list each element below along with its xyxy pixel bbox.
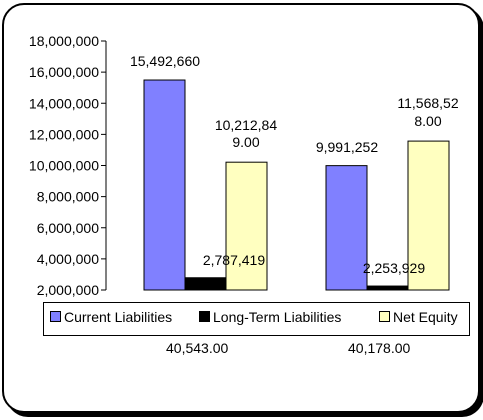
y-tick-label: 18,000,000 <box>29 33 99 49</box>
bar <box>184 277 227 291</box>
legend-swatch-net-equity <box>379 311 390 322</box>
bar <box>325 165 368 291</box>
bar <box>225 161 268 291</box>
category-label: 40,178.00 <box>348 340 411 356</box>
legend-item-long-term-liabilities: Long-Term Liabilities <box>199 309 341 325</box>
data-label: 2,787,419 <box>203 252 265 268</box>
y-tick-label: 14,000,000 <box>29 95 99 111</box>
bar <box>407 140 450 291</box>
data-label: 9.00 <box>232 134 259 150</box>
legend-swatch-long-term-liabilities <box>199 311 210 322</box>
legend-item-current-liabilities: Current Liabilities <box>50 309 172 325</box>
data-label: 15,492,660 <box>130 53 200 69</box>
y-tick-label: 6,000,000 <box>37 220 99 236</box>
y-tick-label: 16,000,000 <box>29 64 99 80</box>
legend-label: Net Equity <box>393 309 458 325</box>
data-label: 2,253,929 <box>363 260 425 276</box>
y-tick-label: 2,000,000 <box>37 282 99 298</box>
bar <box>366 285 409 291</box>
y-tick-label: 4,000,000 <box>37 251 99 267</box>
legend-swatch-current-liabilities <box>50 311 61 322</box>
y-tick-label: 10,000,000 <box>29 158 99 174</box>
data-label: 8.00 <box>414 113 441 129</box>
legend-label: Long-Term Liabilities <box>213 309 342 325</box>
legend-item-net-equity: Net Equity <box>379 309 458 325</box>
data-label: 11,568,52 <box>397 95 458 111</box>
y-tick-label: 12,000,000 <box>29 126 99 142</box>
data-label: 10,212,84 <box>215 117 277 133</box>
y-tick-label: 8,000,000 <box>37 189 99 205</box>
category-label: 40,543.00 <box>166 340 229 356</box>
legend-label: Current Liabilities <box>64 309 173 325</box>
bar <box>143 79 186 291</box>
legend: Current Liabilities Long-Term Liabilitie… <box>43 302 470 336</box>
data-label: 9,991,252 <box>316 139 378 155</box>
